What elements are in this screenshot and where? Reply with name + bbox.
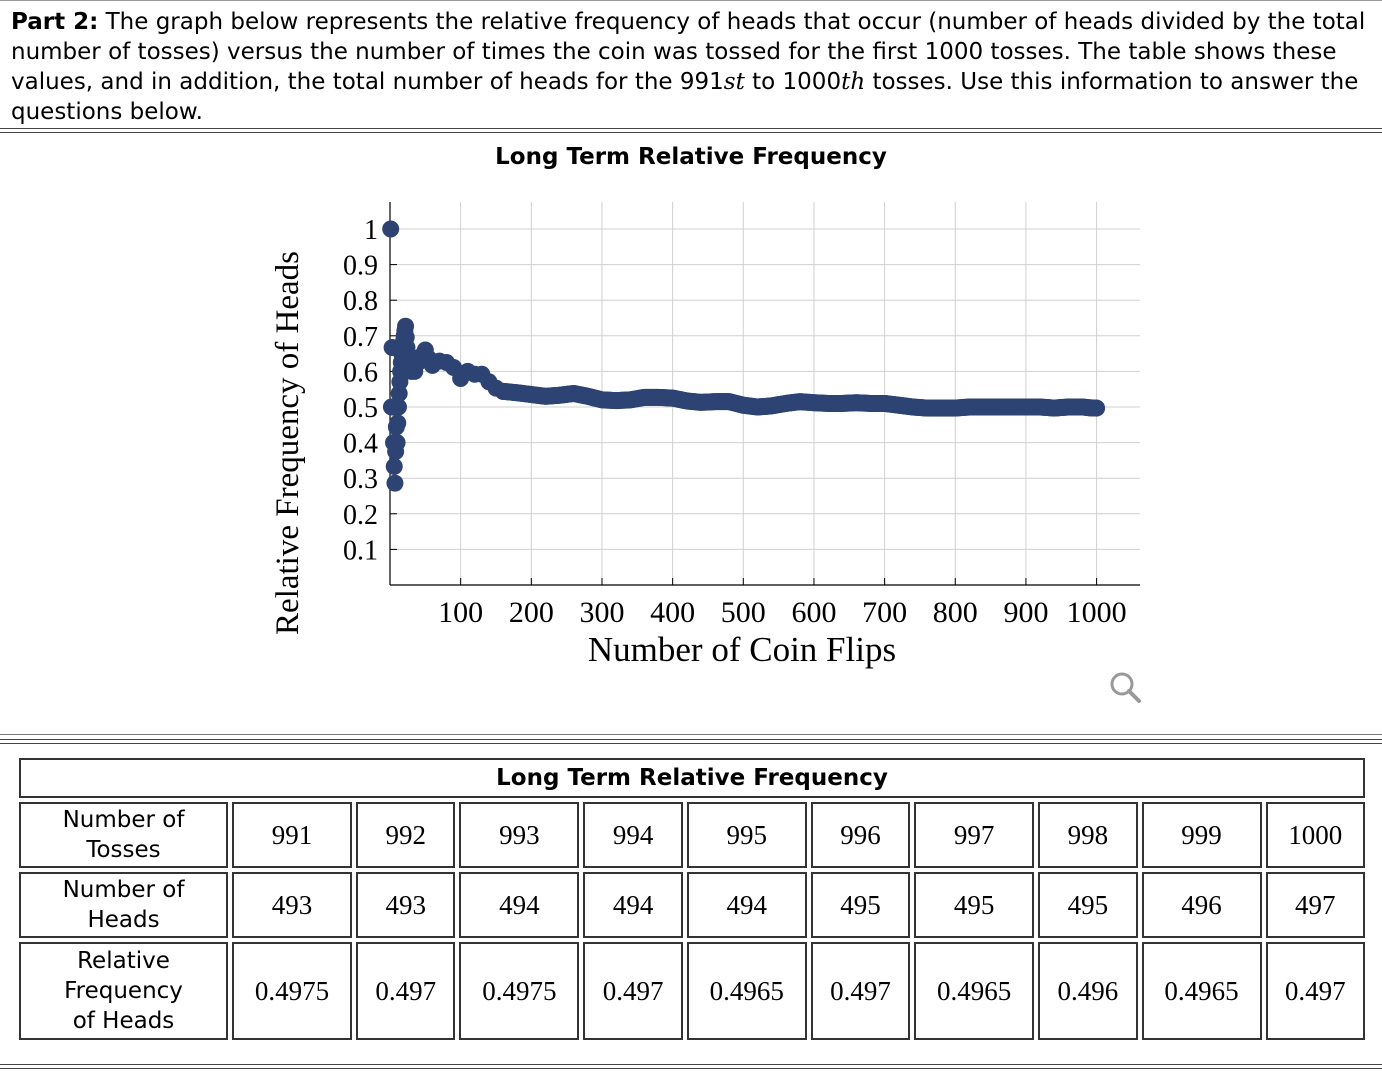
- x-tick-label: 800: [933, 596, 978, 629]
- table-cell: 991: [232, 802, 353, 868]
- row-header-line: Frequency: [64, 978, 183, 1004]
- intro-text-2: to 1000: [744, 69, 842, 95]
- table-cell: 998: [1038, 802, 1138, 868]
- x-tick-label: 100: [438, 596, 483, 629]
- intro-sup-991: st: [723, 69, 745, 95]
- y-tick-label: 0.9: [343, 251, 378, 282]
- table-title: Long Term Relative Frequency: [19, 758, 1365, 798]
- x-tick-label: 600: [791, 596, 836, 629]
- y-tick-label: 0.3: [343, 464, 378, 495]
- relative-frequency-chart: 100 200 300 400 500 600 700 800 900 1000 0.1 0.2 0.3…: [270, 202, 1141, 703]
- table-cell: 495: [914, 872, 1035, 938]
- table-cell: 1000: [1265, 802, 1365, 868]
- table-cell: 0.497: [1265, 942, 1365, 1040]
- x-tick-label: 900: [1003, 596, 1048, 629]
- table-cell: 0.4975: [459, 942, 580, 1040]
- divider-bottom: [0, 1064, 1382, 1069]
- data-point: [385, 457, 403, 475]
- table-row: Relative Frequency of Heads 0.4975 0.497 0.49…: [19, 942, 1365, 1040]
- table-cell: 497: [1265, 872, 1365, 938]
- data-point: [388, 434, 406, 452]
- table-cell: 495: [1038, 872, 1138, 938]
- x-tick-label: 400: [650, 596, 695, 629]
- table-cell: 0.4965: [1141, 942, 1262, 1040]
- table-cell: 0.496: [1038, 942, 1138, 1040]
- y-tick-label: 0.6: [343, 357, 378, 388]
- row-header: Relative Frequency of Heads: [19, 942, 228, 1040]
- table-cell: 494: [583, 872, 683, 938]
- table-cell: 996: [810, 802, 911, 868]
- y-tick-label: 0.4: [343, 429, 378, 460]
- divider-top: [0, 128, 1382, 133]
- data-point: [389, 398, 407, 416]
- x-tick-label: 700: [862, 596, 907, 629]
- x-tick-label: 300: [579, 596, 624, 629]
- x-tick-label: 500: [721, 596, 766, 629]
- y-tick-label: 0.8: [343, 286, 378, 317]
- table-cell: 0.4975: [232, 942, 353, 1040]
- table-cell: 0.4965: [914, 942, 1035, 1040]
- row-header-line: of Heads: [72, 1008, 175, 1034]
- part-label: Part 2:: [11, 9, 99, 35]
- table-cell: 495: [810, 872, 911, 938]
- frequency-table-wrap: Long Term Relative Frequency Number of To…: [15, 754, 1369, 1044]
- row-header-line: Tosses: [86, 837, 161, 863]
- chart-points: [382, 220, 1106, 492]
- y-tick-label: 0.7: [343, 322, 378, 353]
- divider-mid-1: [0, 734, 1382, 735]
- intro-sup-1000: th: [841, 69, 866, 95]
- table-cell: 994: [583, 802, 683, 868]
- table-row: Number of Tosses 991 992 993 994 995 996 997 998 9…: [19, 802, 1365, 868]
- data-point: [389, 414, 407, 432]
- table-cell: 0.497: [583, 942, 683, 1040]
- table-cell: 992: [356, 802, 456, 868]
- data-point: [386, 474, 404, 492]
- data-point: [382, 220, 400, 238]
- row-header-line: Heads: [87, 907, 160, 933]
- chart-title: Long Term Relative Frequency: [495, 144, 887, 170]
- row-header: Number of Tosses: [19, 802, 228, 868]
- table-cell: 993: [459, 802, 580, 868]
- intro-text-3: tosses. Use this information to answer t…: [11, 69, 1359, 125]
- magnifier-icon[interactable]: [1110, 672, 1141, 703]
- y-tick-label: 1: [364, 215, 378, 246]
- chart-axes: [389, 202, 1140, 586]
- row-header-line: Number of: [62, 877, 185, 903]
- row-header-line: Number of: [62, 807, 185, 833]
- frequency-table: Long Term Relative Frequency Number of To…: [15, 754, 1369, 1044]
- row-header: Number of Heads: [19, 872, 228, 938]
- x-tick-label: 200: [509, 596, 554, 629]
- table-cell: 999: [1141, 802, 1262, 868]
- table-cell: 494: [459, 872, 580, 938]
- x-tick-label: 1000: [1067, 596, 1127, 629]
- table-cell: 496: [1141, 872, 1262, 938]
- intro-text-1: The graph below represents the relative …: [11, 9, 1366, 95]
- x-axis-label: Number of Coin Flips: [588, 630, 896, 669]
- table-cell: 995: [686, 802, 807, 868]
- table-cell: 0.4965: [686, 942, 807, 1040]
- table-cell: 0.497: [810, 942, 911, 1040]
- row-header-line: Relative: [77, 948, 170, 974]
- table-row: Number of Heads 493 493 494 494 494 495 495 495 49…: [19, 872, 1365, 938]
- table-cell: 0.497: [356, 942, 456, 1040]
- table-cell: 997: [914, 802, 1035, 868]
- table-cell: 493: [356, 872, 456, 938]
- y-axis-label: Relative Frequency of Heads: [270, 251, 306, 635]
- intro-paragraph: Part 2: The graph below represents the r…: [0, 0, 1382, 127]
- table-cell: 493: [232, 872, 353, 938]
- data-point: [1088, 399, 1106, 417]
- chart-tick-labels: 100 200 300 400 500 600 700 800 900 1000 0.1 0.2 0.3…: [343, 215, 1127, 629]
- divider-mid-2: [0, 739, 1382, 744]
- chart-grid: [390, 202, 1140, 585]
- y-tick-label: 0.5: [343, 393, 378, 424]
- table-cell: 494: [686, 872, 807, 938]
- y-tick-label: 0.1: [343, 535, 378, 566]
- y-tick-label: 0.2: [343, 500, 378, 531]
